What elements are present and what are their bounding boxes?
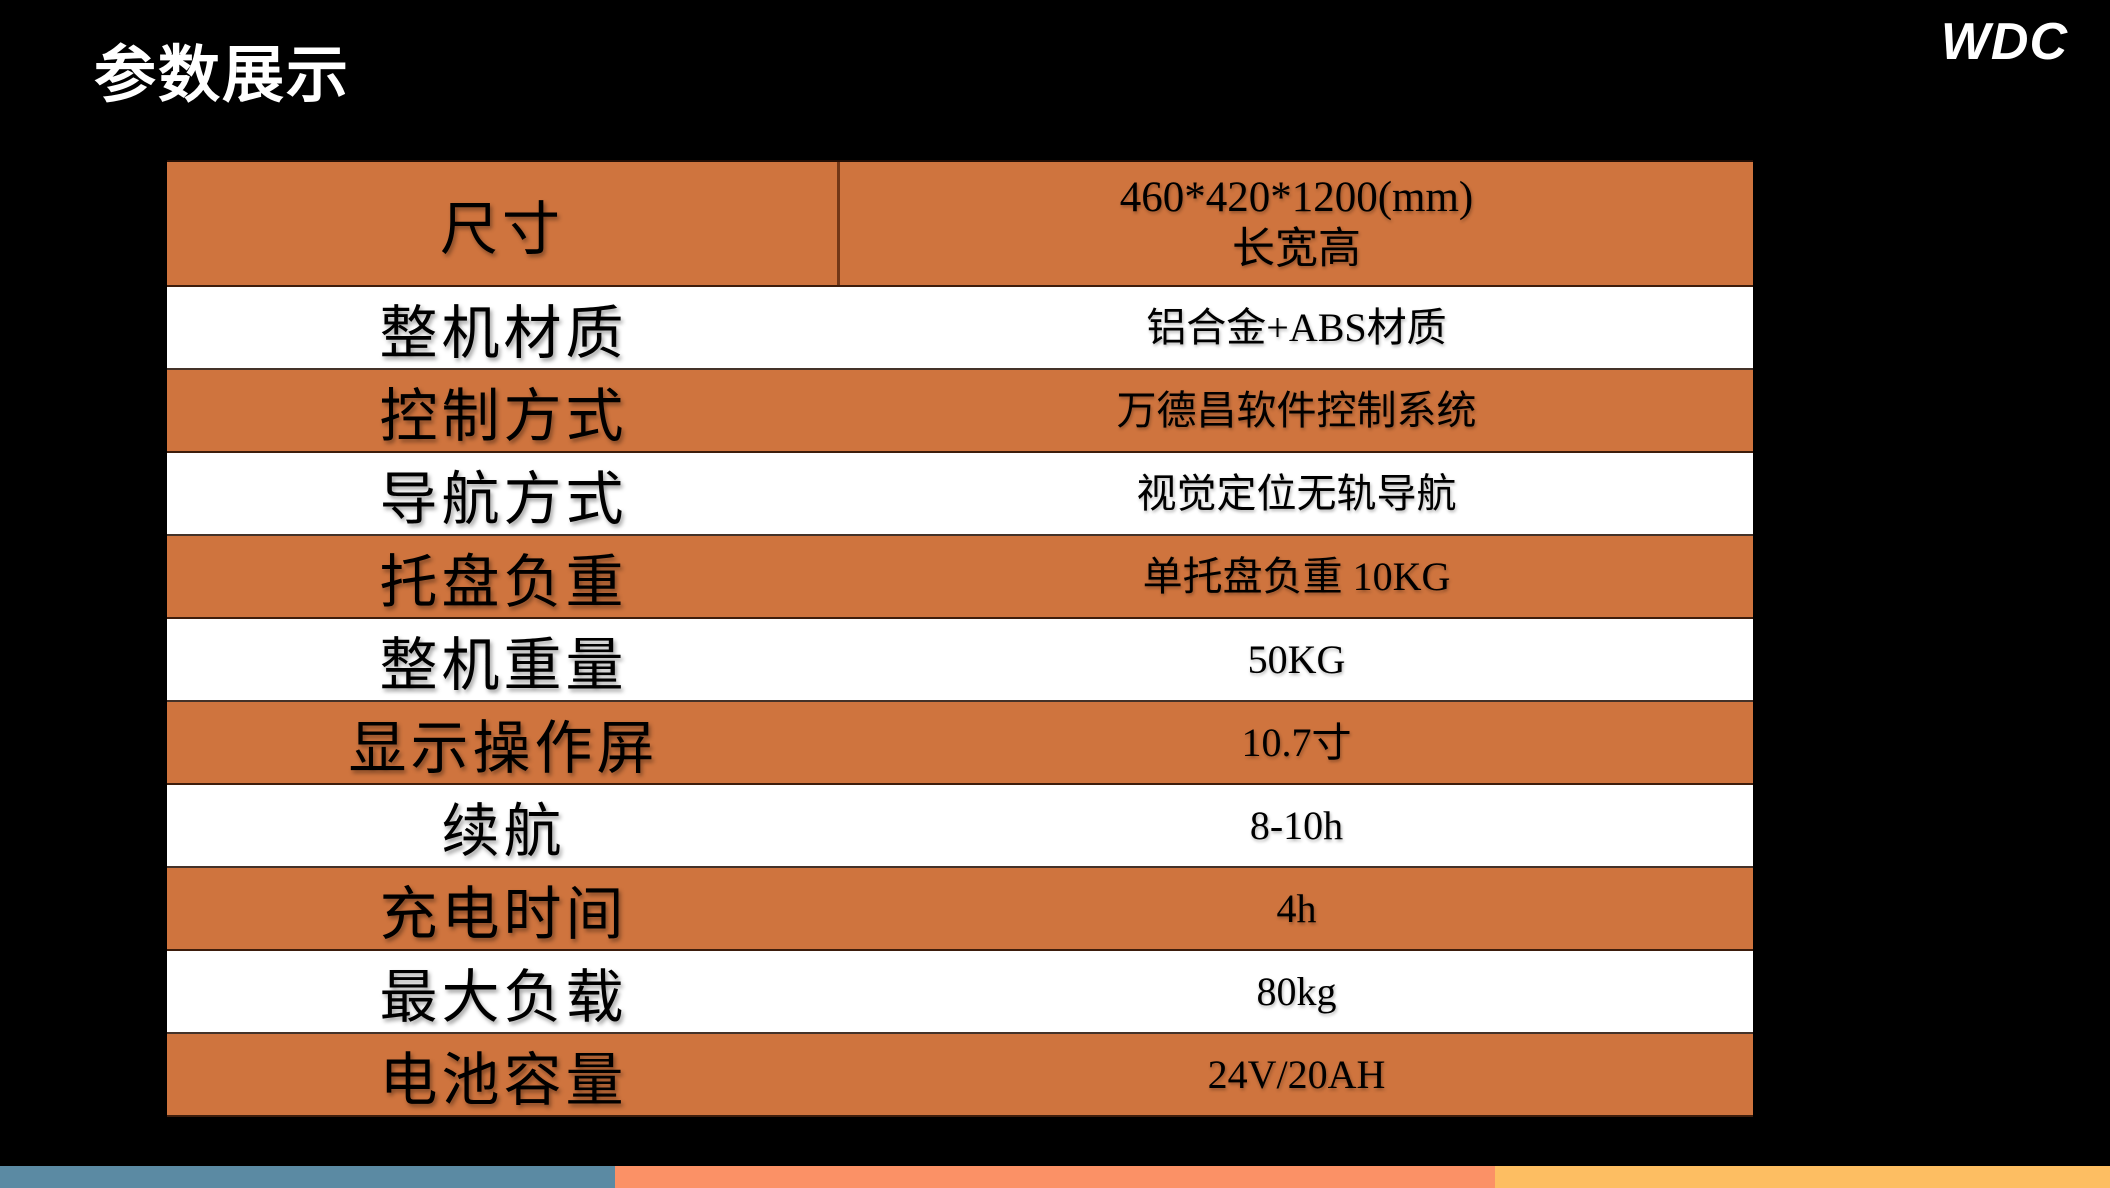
spec-value: 视觉定位无轨导航	[1136, 470, 1457, 516]
table-row: 最大负载 80kg	[167, 951, 1753, 1034]
spec-label: 整机材质	[379, 300, 628, 366]
table-row: 控制方式 万德昌软件控制系统	[167, 370, 1753, 453]
spec-label: 导航方式	[379, 466, 628, 532]
spec-label: 控制方式	[379, 383, 628, 449]
spec-label: 充电时间	[379, 881, 628, 947]
table-row: 续航 8-10h	[167, 785, 1753, 868]
table-row: 显示操作屏 10.7寸	[167, 702, 1753, 785]
spec-value: 8-10h	[1249, 802, 1344, 848]
spec-value: 4h	[1276, 885, 1317, 931]
brand-logo: WDC	[1940, 13, 2068, 71]
spec-value: 万德昌软件控制系统	[1116, 387, 1477, 433]
spec-value: 80kg	[1256, 968, 1337, 1014]
page-title: 参数展示	[94, 41, 351, 110]
spec-label: 电池容量	[379, 1047, 628, 1113]
table-row: 充电时间 4h	[167, 868, 1753, 951]
table-row: 托盘负重 单托盘负重 10KG	[167, 536, 1753, 619]
footer-segment-salmon	[615, 1166, 1495, 1188]
footer-segment-amber	[1494, 1166, 2110, 1188]
spec-label: 续航	[441, 798, 566, 864]
spec-value: 单托盘负重 10KG	[1142, 553, 1451, 599]
spec-label: 显示操作屏	[348, 715, 659, 781]
spec-value: 50KG	[1247, 636, 1346, 682]
spec-label: 整机重量	[379, 632, 628, 698]
table-row: 整机材质 铝合金+ABS材质	[167, 287, 1753, 370]
spec-label: 托盘负重	[379, 549, 628, 615]
table-row: 电池容量 24V/20AH	[167, 1034, 1753, 1117]
spec-label: 尺寸	[167, 162, 840, 285]
spec-value-line2: 长宽高	[1232, 225, 1361, 273]
footer-segment-blue	[0, 1166, 616, 1188]
table-row: 整机重量 50KG	[167, 619, 1753, 702]
spec-value: 460*420*1200(mm) 长宽高	[840, 162, 1753, 285]
spec-value: 铝合金+ABS材质	[1146, 304, 1447, 350]
spec-table: 尺寸 460*420*1200(mm) 长宽高 整机材质 铝合金+ABS材质 控制方式 万德…	[167, 160, 1753, 1117]
spec-value-line1: 460*420*1200(mm)	[1119, 173, 1474, 221]
footer-bar	[0, 1166, 2110, 1188]
table-row: 尺寸 460*420*1200(mm) 长宽高	[167, 162, 1753, 287]
table-row: 导航方式 视觉定位无轨导航	[167, 453, 1753, 536]
spec-label: 最大负载	[379, 964, 628, 1030]
spec-value: 10.7寸	[1241, 719, 1352, 765]
spec-value: 24V/20AH	[1207, 1051, 1386, 1097]
